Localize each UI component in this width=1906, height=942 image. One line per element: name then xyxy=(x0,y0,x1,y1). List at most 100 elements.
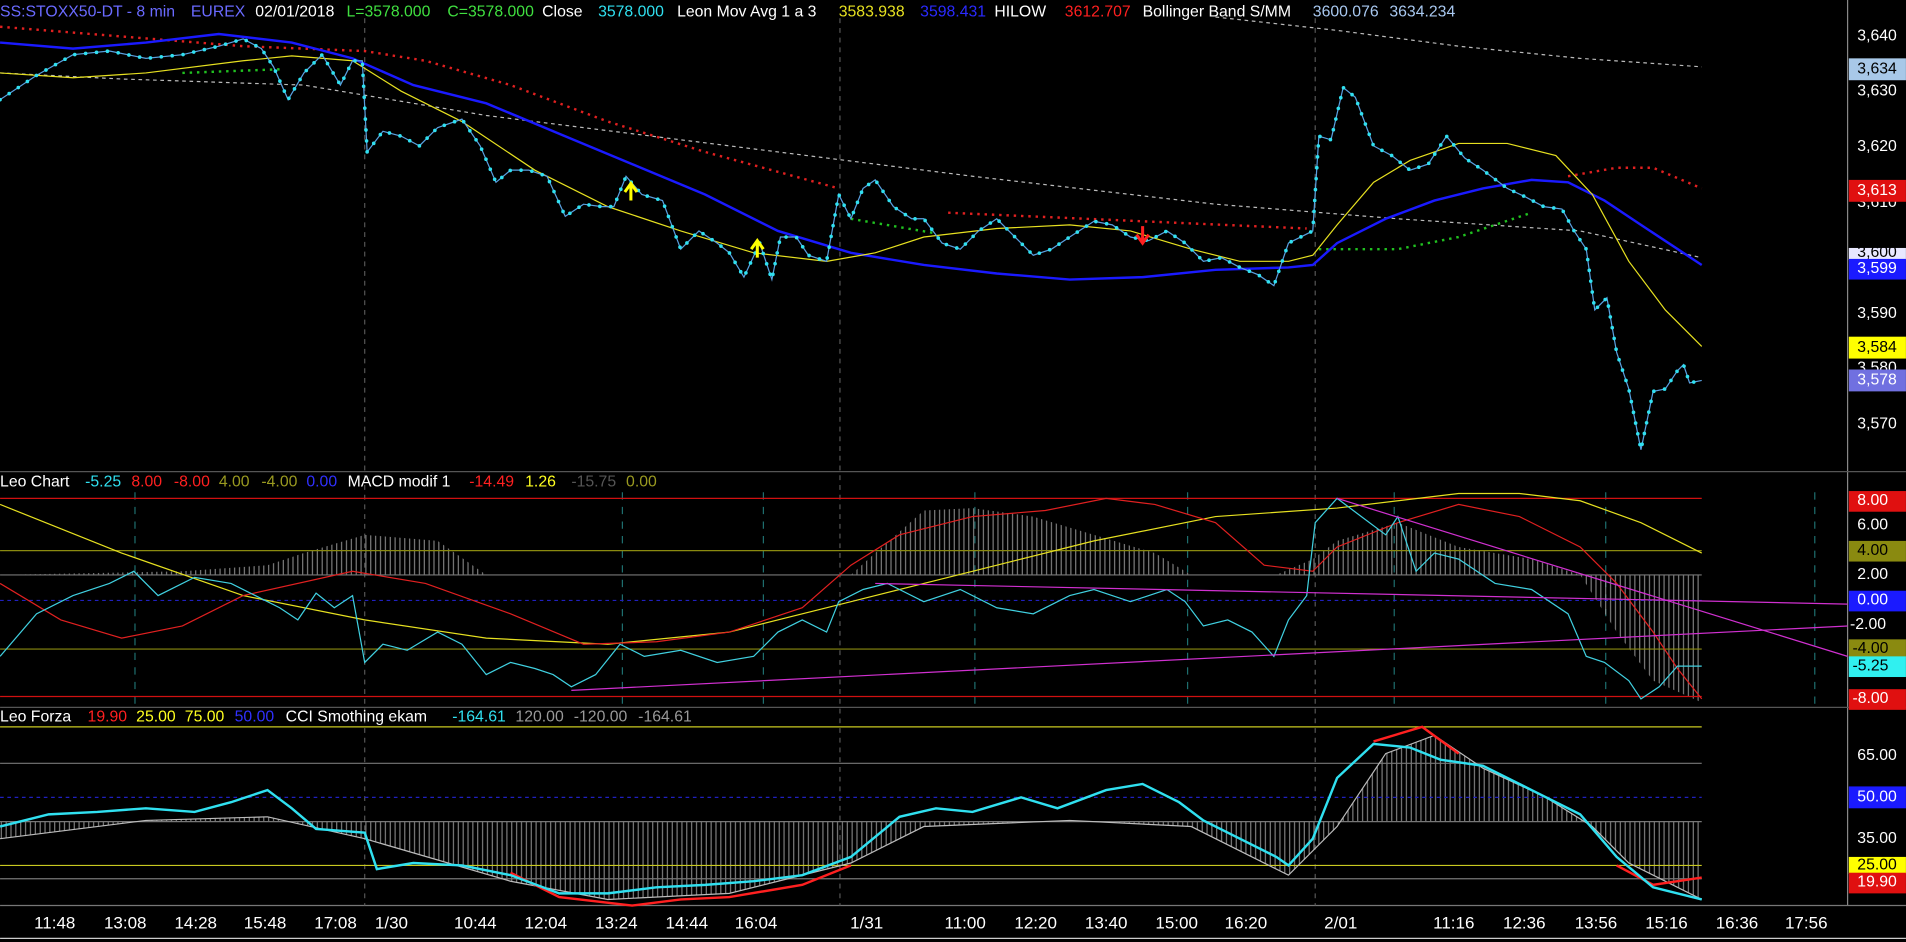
hilow-label: HILOW xyxy=(994,3,1046,20)
legend-item: -15.75 xyxy=(571,474,616,491)
legend-item: -4.00 xyxy=(261,474,297,491)
ma-value: 3598.431 xyxy=(920,3,986,20)
axis-label: 3,630 xyxy=(1857,82,1897,99)
legend-item: MACD modif 1 xyxy=(348,474,451,491)
axis-marker: 3,634 xyxy=(1857,60,1897,77)
time-label: 11:00 xyxy=(945,913,986,932)
bb-label: Bollinger Band S/MM xyxy=(1143,3,1291,20)
time-label: 13:24 xyxy=(595,913,638,932)
axis-label: 3,590 xyxy=(1857,305,1897,322)
legend-item: -14.49 xyxy=(469,474,514,491)
macd-panel xyxy=(0,492,1848,703)
time-label: 10:44 xyxy=(454,913,497,932)
time-label: 11:48 xyxy=(34,913,75,932)
signal-arrows xyxy=(623,180,1150,258)
time-label: 2/01 xyxy=(1324,913,1357,932)
legend-item: Leo Chart xyxy=(0,474,70,491)
axis-label: 65.00 xyxy=(1857,747,1897,764)
legend-item: -164.61 xyxy=(452,708,506,725)
axis-marker: -4.00 xyxy=(1852,640,1888,657)
bb-value: 3634.234 xyxy=(1389,3,1455,20)
cci-legend: Leo Forza 19.90 25.00 75.00 50.00 CCI Sm… xyxy=(0,708,692,725)
time-label: 14:44 xyxy=(666,913,709,932)
date: 02/01/2018 xyxy=(255,3,334,20)
ma-value: 3583.938 xyxy=(839,3,905,20)
time-label: 12:20 xyxy=(1014,913,1057,932)
axis-marker: 8.00 xyxy=(1857,492,1888,509)
legend-item: 8.00 xyxy=(131,474,162,491)
macd-legend: Leo Chart -5.25 8.00 -8.00 4.00 -4.00 0.… xyxy=(0,474,657,491)
time-label: 16:20 xyxy=(1225,913,1268,932)
axis-label: 6.00 xyxy=(1857,516,1888,533)
cci-panel xyxy=(0,725,1703,907)
legend-item: -164.61 xyxy=(638,708,692,725)
legend-item: 50.00 xyxy=(235,708,275,725)
axis-label: 3,640 xyxy=(1857,28,1897,45)
axis-marker: 3,613 xyxy=(1857,182,1897,199)
close: 3578.000 xyxy=(598,3,664,20)
day-separators xyxy=(364,18,1316,906)
time-label: 17:56 xyxy=(1785,913,1828,932)
time-label: 15:48 xyxy=(244,913,287,932)
axis-marker: 19.90 xyxy=(1857,874,1897,891)
time-label: 15:00 xyxy=(1155,913,1198,932)
time-label: 14:28 xyxy=(174,913,217,932)
axis-marker: 3,578 xyxy=(1857,372,1897,389)
time-label: 13:40 xyxy=(1085,913,1128,932)
cci-axis: 65.00 35.00 50.00 25.00 19.90 xyxy=(1848,747,1906,894)
axis-marker: 3,599 xyxy=(1857,260,1897,277)
price-legend: SS:STOXX50-DT - 8 min EUREX 02/01/2018 L… xyxy=(0,3,1455,20)
axis-marker: 4.00 xyxy=(1857,542,1888,559)
legend-item: 25.00 xyxy=(136,708,176,725)
time-label: 17:08 xyxy=(314,913,357,932)
time-label: 13:08 xyxy=(104,913,147,932)
time-axis: 11:48 13:08 14:28 15:48 17:08 1/30 10:44 12:04 1… xyxy=(34,913,1827,932)
axis-marker: 0.00 xyxy=(1857,592,1888,609)
time-label: 13:56 xyxy=(1575,913,1618,932)
time-label: 16:04 xyxy=(735,913,778,932)
time-label: 16:36 xyxy=(1716,913,1759,932)
symbol: SS:STOXX50-DT - 8 min xyxy=(0,3,175,20)
axis-marker: 25.00 xyxy=(1857,857,1897,874)
close-label: Close xyxy=(542,3,583,20)
time-label: 12:36 xyxy=(1503,913,1546,932)
time-label: 11:16 xyxy=(1433,913,1474,932)
axis-label: 3,570 xyxy=(1857,415,1897,432)
axis-label: 35.00 xyxy=(1857,830,1897,847)
legend-item: 0.00 xyxy=(626,474,657,491)
hilow-value: 3612.707 xyxy=(1065,3,1131,20)
legend-item: 75.00 xyxy=(185,708,225,725)
axis-marker: 50.00 xyxy=(1857,789,1897,806)
price-axis: 3,640 3,630 3,620 3,610 3,590 3,580 3,57… xyxy=(1848,28,1906,432)
axis-marker: 3,600 xyxy=(1857,244,1897,261)
low: L=3578.000 xyxy=(346,3,430,20)
legend-item: -5.25 xyxy=(85,474,121,491)
axis-label: 2.00 xyxy=(1857,566,1888,583)
exchange: EUREX xyxy=(191,3,246,20)
legend-item: 4.00 xyxy=(219,474,250,491)
legend-item: 1.26 xyxy=(525,474,556,491)
axis-marker: 3,584 xyxy=(1857,339,1897,356)
macd-axis: 6.00 2.00 -2.00 8.00 4.00 0.00 -4.00 -5.… xyxy=(1848,491,1906,710)
axis-label: -2.00 xyxy=(1850,616,1886,633)
time-label: 15:16 xyxy=(1645,913,1688,932)
bb-value: 3600.076 xyxy=(1313,3,1379,20)
axis-label: 3,620 xyxy=(1857,138,1897,155)
legend-item: -8.00 xyxy=(174,474,210,491)
ma-label: Leon Mov Avg 1 a 3 xyxy=(677,3,817,20)
time-label: 1/30 xyxy=(375,913,408,932)
legend-item: -120.00 xyxy=(574,708,628,725)
legend-item: CCI Smothing ekam xyxy=(286,708,427,725)
time-label: 12:04 xyxy=(525,913,568,932)
legend-item: 120.00 xyxy=(515,708,564,725)
time-label: 1/31 xyxy=(850,913,883,932)
axis-marker: -5.25 xyxy=(1852,657,1888,674)
close-value: C=3578.000 xyxy=(447,3,534,20)
legend-item: 0.00 xyxy=(306,474,337,491)
legend-item: 19.90 xyxy=(88,708,128,725)
price-panel xyxy=(0,16,1704,451)
axis-marker: -8.00 xyxy=(1852,690,1888,707)
legend-item: Leo Forza xyxy=(0,708,71,725)
